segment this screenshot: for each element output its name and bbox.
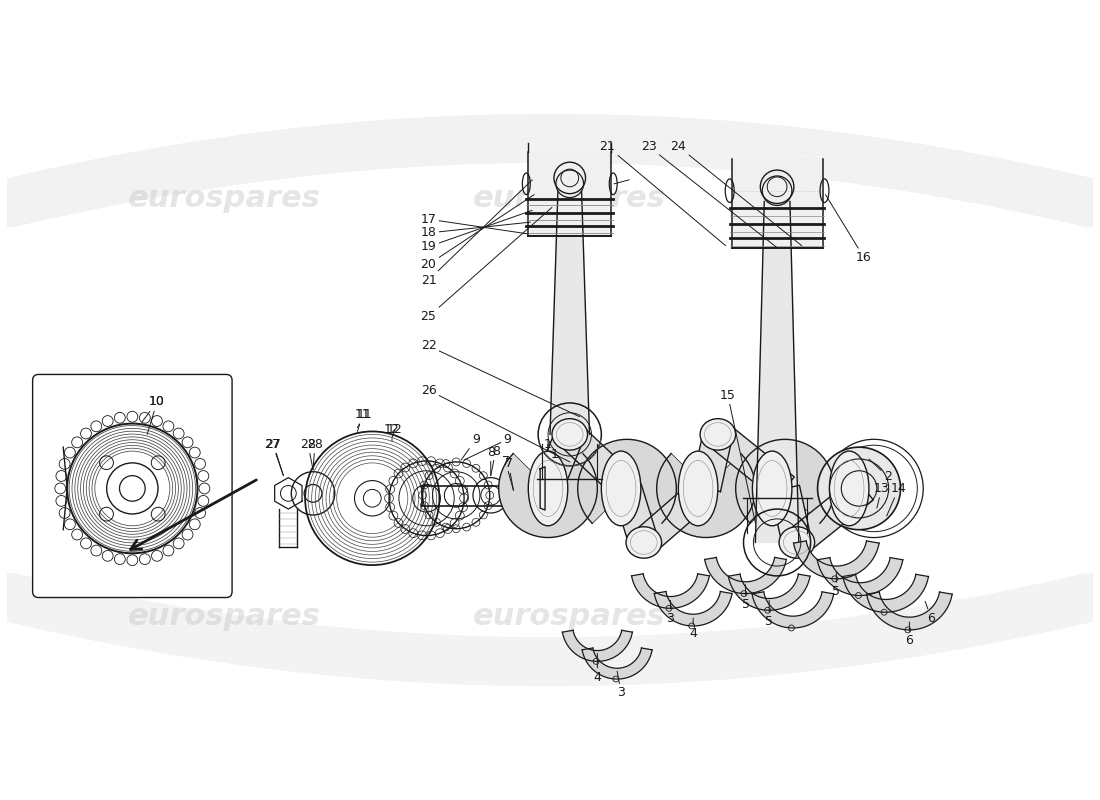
Text: 21: 21 (420, 180, 532, 286)
Text: 8: 8 (487, 446, 495, 476)
Text: 21: 21 (600, 140, 726, 246)
Ellipse shape (752, 451, 792, 526)
Text: 1: 1 (544, 438, 552, 451)
Text: 25: 25 (420, 207, 552, 323)
Text: 11: 11 (354, 408, 371, 431)
Polygon shape (634, 478, 716, 554)
Polygon shape (498, 454, 597, 538)
Circle shape (817, 447, 901, 530)
Polygon shape (550, 192, 590, 434)
Text: 4: 4 (594, 654, 602, 684)
FancyArrowPatch shape (10, 138, 1090, 203)
Text: 6: 6 (925, 602, 935, 625)
Ellipse shape (552, 418, 587, 450)
Text: 27: 27 (265, 438, 284, 476)
Polygon shape (562, 630, 632, 662)
Text: 20: 20 (420, 194, 535, 271)
Polygon shape (770, 486, 812, 546)
Text: 12: 12 (387, 423, 403, 438)
Text: 27: 27 (265, 438, 284, 476)
Text: eurospares: eurospares (128, 602, 320, 630)
Text: 13: 13 (873, 482, 890, 508)
Text: eurospares: eurospares (473, 602, 667, 630)
Polygon shape (756, 202, 799, 542)
Text: 5: 5 (741, 585, 749, 611)
Text: 7: 7 (502, 455, 514, 490)
Polygon shape (540, 467, 546, 510)
Ellipse shape (528, 451, 568, 526)
Polygon shape (843, 574, 928, 612)
Polygon shape (654, 591, 733, 626)
Text: 11: 11 (356, 408, 372, 427)
Text: 14: 14 (887, 482, 906, 516)
Text: 12: 12 (384, 423, 400, 442)
Polygon shape (793, 541, 879, 579)
Polygon shape (692, 431, 733, 491)
Polygon shape (613, 484, 658, 547)
Text: 7: 7 (505, 458, 514, 490)
Polygon shape (732, 159, 823, 248)
FancyArrowPatch shape (10, 597, 1090, 662)
Text: 2: 2 (869, 459, 892, 483)
Polygon shape (657, 454, 756, 538)
Polygon shape (631, 574, 710, 608)
Text: 8: 8 (491, 445, 499, 476)
Text: eurospares: eurospares (473, 184, 667, 213)
Text: eurospares: eurospares (128, 184, 320, 213)
Text: 9: 9 (461, 433, 480, 460)
Text: 1: 1 (548, 447, 559, 461)
Polygon shape (788, 477, 873, 554)
Text: 6: 6 (905, 622, 913, 647)
Polygon shape (705, 558, 786, 594)
Polygon shape (708, 423, 794, 500)
Polygon shape (578, 439, 676, 523)
Text: 28: 28 (300, 438, 316, 470)
Text: 3: 3 (667, 601, 674, 625)
Text: 10: 10 (142, 395, 165, 422)
Polygon shape (728, 574, 810, 610)
Text: 24: 24 (671, 140, 802, 246)
Text: 3: 3 (617, 671, 625, 699)
Polygon shape (582, 648, 652, 679)
Text: 28: 28 (307, 438, 323, 470)
Polygon shape (752, 592, 834, 628)
Text: 22: 22 (420, 339, 580, 417)
Text: 23: 23 (641, 140, 777, 248)
Ellipse shape (700, 418, 736, 450)
Polygon shape (560, 424, 637, 499)
Polygon shape (535, 429, 583, 494)
Ellipse shape (626, 526, 661, 558)
Text: 26: 26 (420, 384, 570, 462)
Text: 9: 9 (464, 433, 512, 460)
Text: 17: 17 (420, 213, 528, 234)
Text: 16: 16 (825, 194, 872, 264)
Text: 5: 5 (833, 572, 840, 598)
Ellipse shape (829, 451, 869, 526)
Text: 4: 4 (690, 618, 697, 640)
Text: 15: 15 (719, 389, 756, 523)
Polygon shape (528, 152, 612, 236)
Polygon shape (867, 592, 953, 630)
FancyBboxPatch shape (33, 374, 232, 598)
Ellipse shape (779, 526, 815, 558)
Text: 5: 5 (766, 601, 773, 627)
Polygon shape (817, 558, 903, 595)
Polygon shape (736, 439, 834, 523)
Ellipse shape (602, 451, 641, 526)
Text: 19: 19 (420, 210, 532, 254)
Text: 10: 10 (147, 395, 165, 434)
Ellipse shape (679, 451, 718, 526)
Text: 18: 18 (420, 222, 530, 239)
